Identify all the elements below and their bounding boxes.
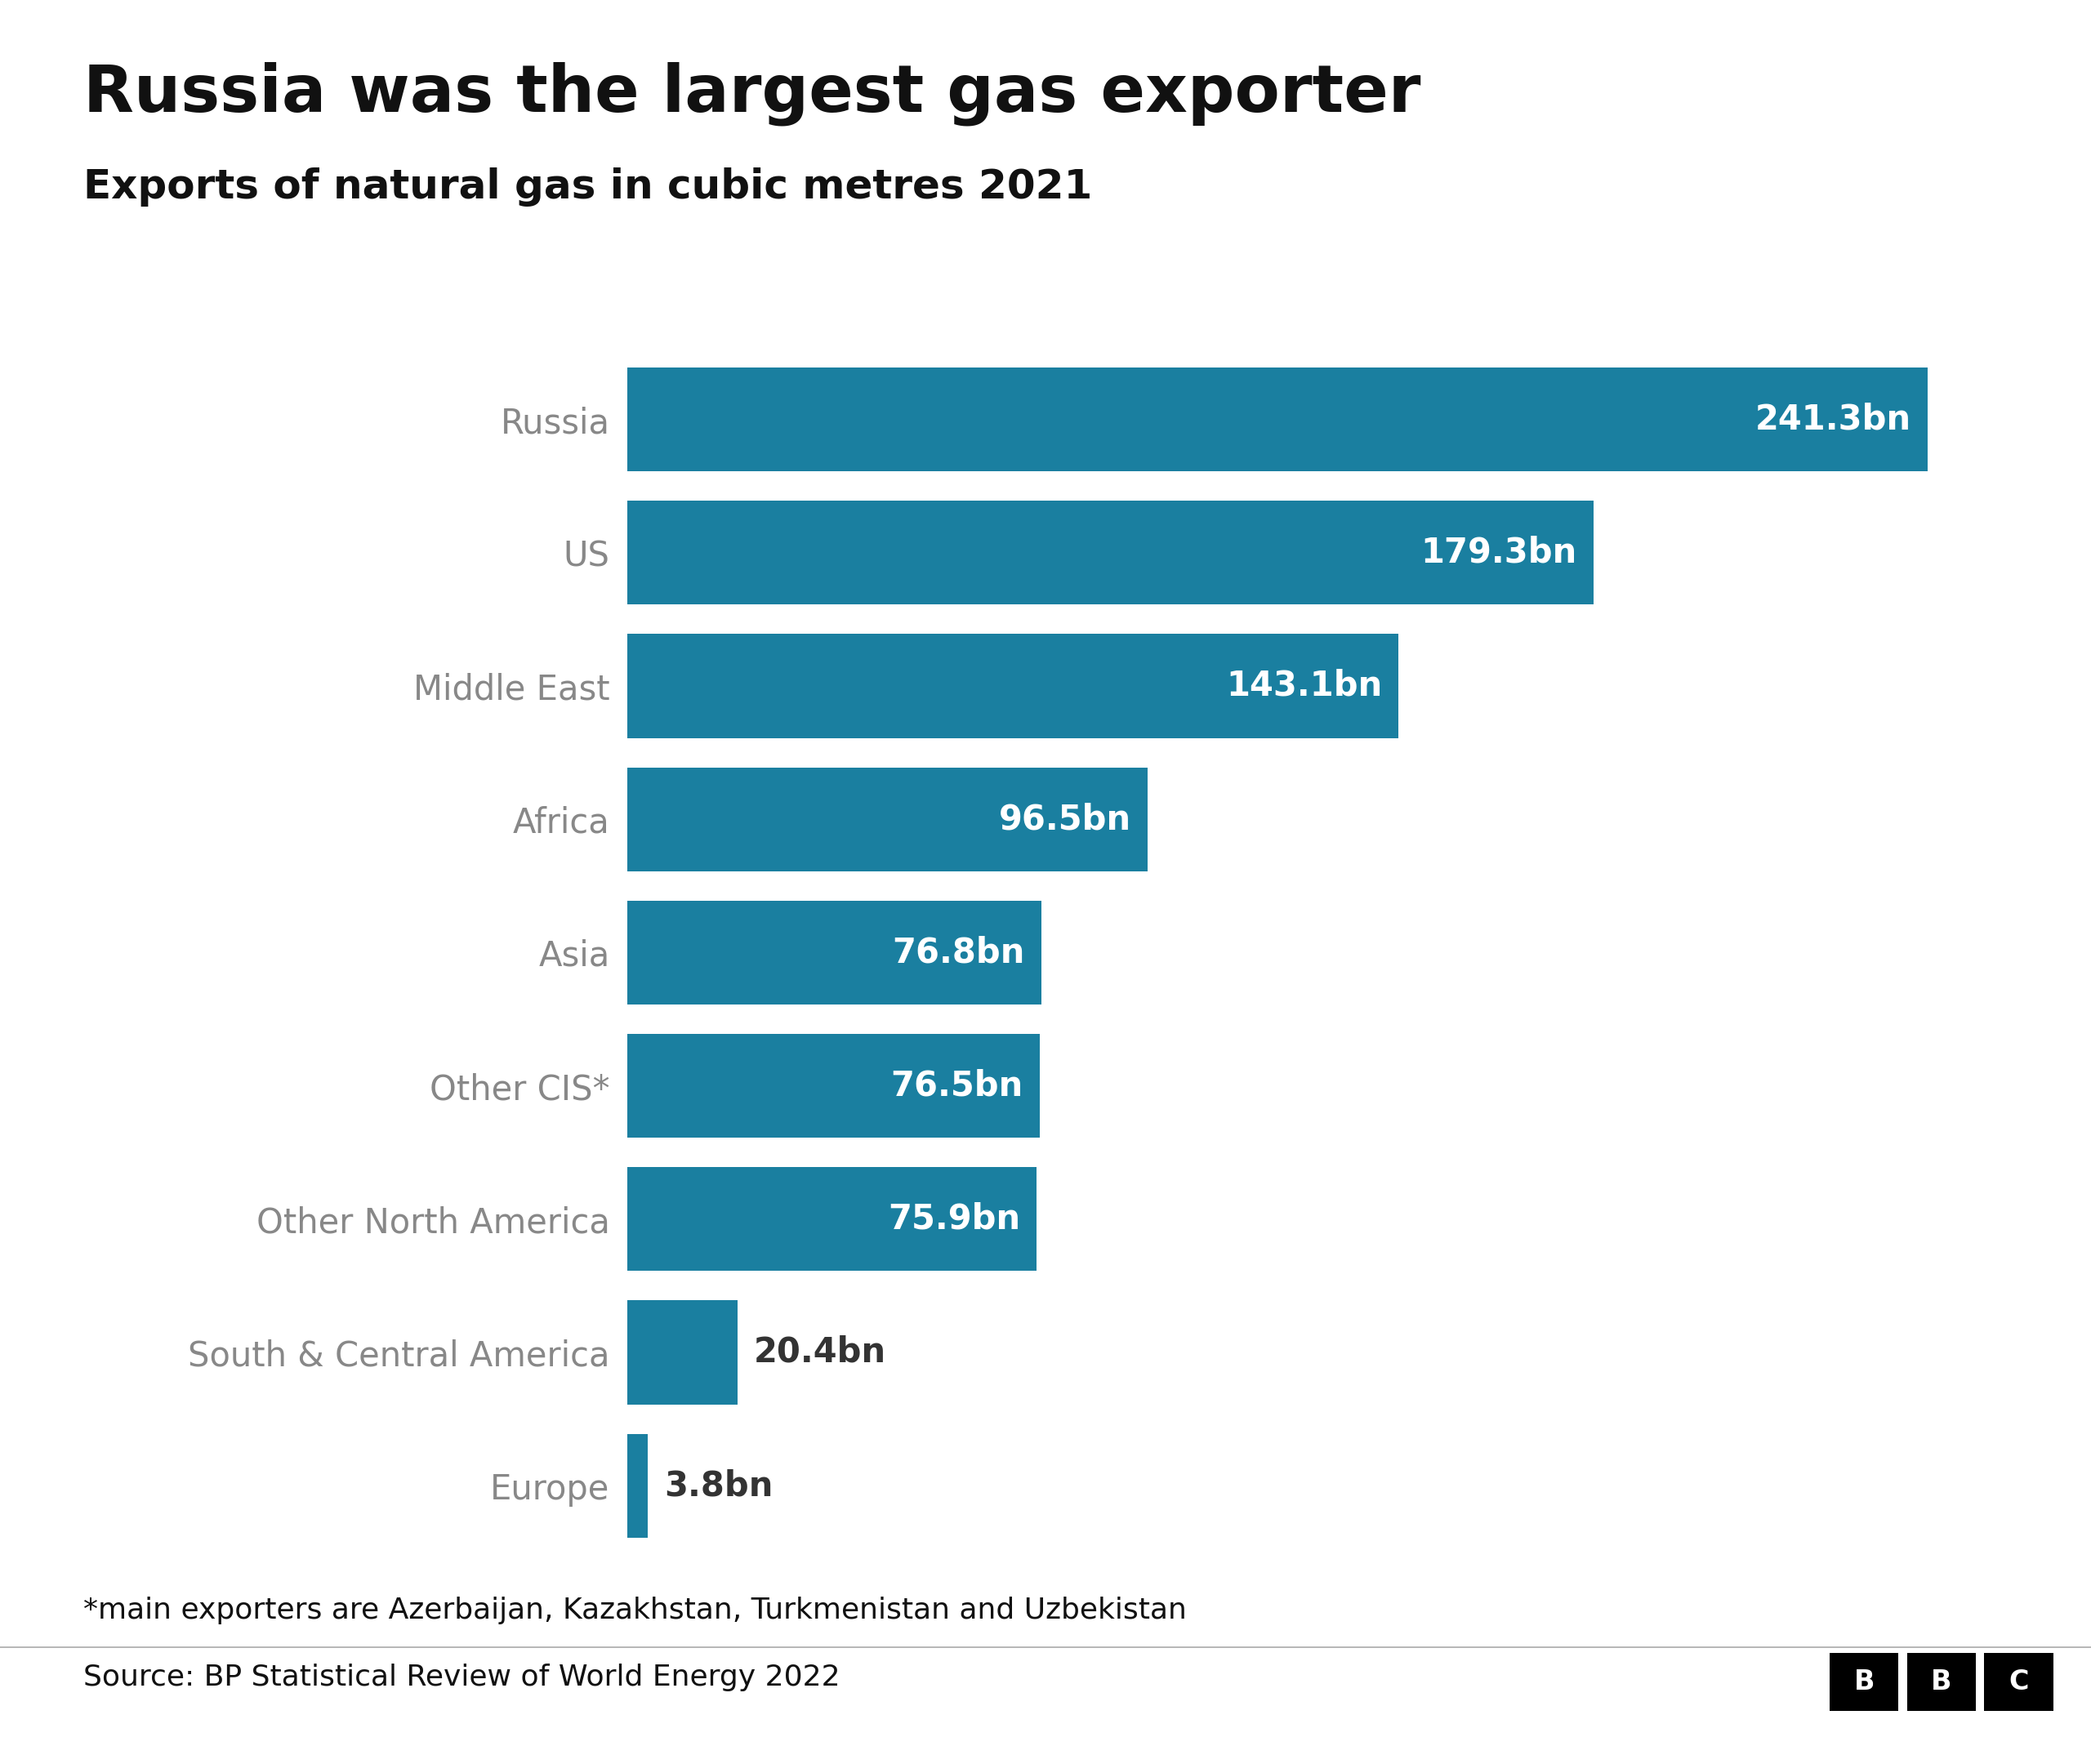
Text: 96.5bn: 96.5bn — [999, 803, 1131, 836]
Bar — [627, 501, 1593, 605]
Text: Russia was the largest gas exporter: Russia was the largest gas exporter — [84, 62, 1422, 125]
Bar — [627, 901, 1041, 1004]
Text: 143.1bn: 143.1bn — [1225, 669, 1382, 704]
Text: *main exporters are Azerbaijan, Kazakhstan, Turkmenistan and Uzbekistan: *main exporters are Azerbaijan, Kazakhst… — [84, 1596, 1188, 1625]
Text: 76.5bn: 76.5bn — [891, 1069, 1022, 1102]
Bar — [627, 1434, 648, 1538]
Bar — [627, 1168, 1037, 1272]
Bar — [627, 1300, 738, 1404]
Bar — [627, 1034, 1039, 1138]
Text: B: B — [1855, 1669, 1874, 1695]
Bar — [627, 767, 1148, 871]
Text: 75.9bn: 75.9bn — [889, 1201, 1020, 1237]
Bar — [627, 367, 1928, 471]
Text: Source: BP Statistical Review of World Energy 2022: Source: BP Statistical Review of World E… — [84, 1663, 841, 1692]
Text: 179.3bn: 179.3bn — [1422, 536, 1577, 570]
Text: 76.8bn: 76.8bn — [893, 935, 1025, 970]
Text: 20.4bn: 20.4bn — [753, 1335, 887, 1369]
Bar — [627, 633, 1399, 737]
Text: Exports of natural gas in cubic metres 2021: Exports of natural gas in cubic metres 2… — [84, 168, 1094, 206]
Text: 241.3bn: 241.3bn — [1754, 402, 1911, 437]
Text: 3.8bn: 3.8bn — [665, 1468, 774, 1503]
Text: B: B — [1932, 1669, 1951, 1695]
Text: C: C — [2009, 1669, 2028, 1695]
